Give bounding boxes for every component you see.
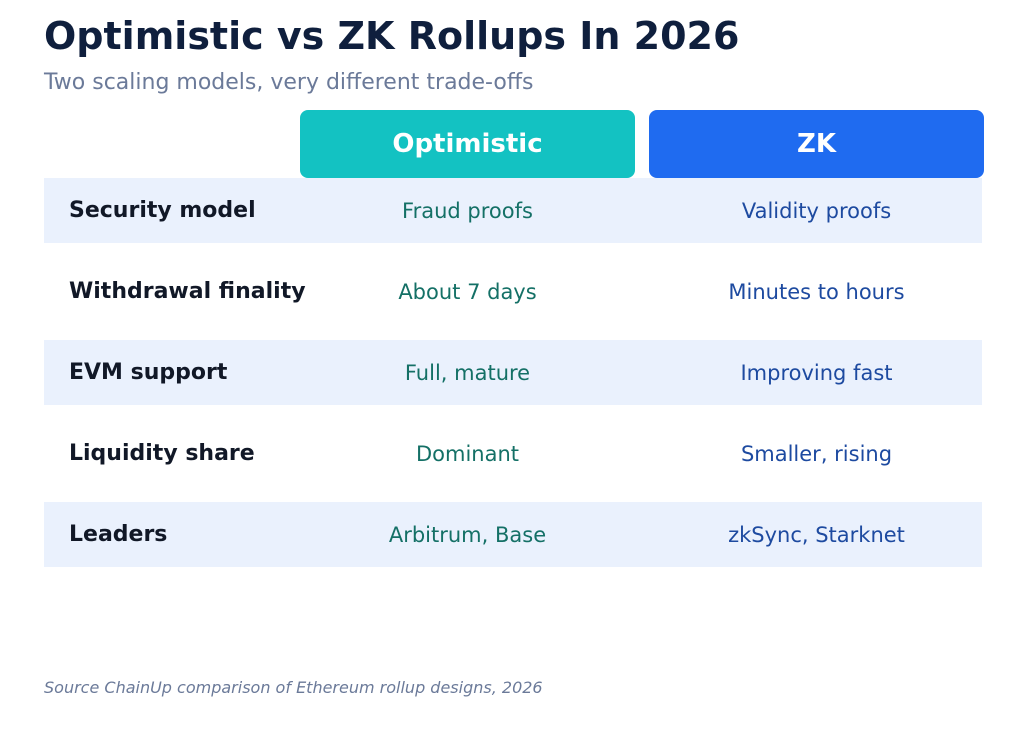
zk-cell: zkSync, Starknet — [728, 522, 905, 547]
table-row-liquidity-share: Liquidity share Dominant Smaller, rising — [44, 421, 982, 486]
table-row-leaders: Leaders Arbitrum, Base zkSync, Starknet — [44, 502, 982, 567]
row-label: EVM support — [69, 360, 228, 385]
optimistic-cell: Arbitrum, Base — [388, 522, 547, 547]
column-header-zk: ZK — [649, 110, 984, 178]
source-note: Source ChainUp comparison of Ethereum ro… — [44, 678, 543, 697]
row-label: Leaders — [69, 522, 168, 547]
table-row-security-model: Security model Fraud proofs Validity pro… — [44, 178, 982, 243]
zk-cell: Smaller, rising — [740, 441, 893, 466]
zk-cell: Validity proofs — [741, 198, 892, 223]
zk-cell: Minutes to hours — [728, 279, 905, 304]
optimistic-cell: Full, mature — [404, 360, 531, 385]
row-label: Security model — [69, 198, 256, 223]
chart-subtitle: Two scaling models, very different trade… — [44, 70, 534, 95]
column-header-optimistic: Optimistic — [300, 110, 635, 178]
zk-cell: Improving fast — [740, 360, 893, 385]
chart-title: Optimistic vs ZK Rollups In 2026 — [44, 14, 740, 58]
table-row-evm-support: EVM support Full, mature Improving fast — [44, 340, 982, 405]
row-label: Withdrawal finality — [69, 279, 306, 304]
optimistic-cell: Dominant — [415, 441, 520, 466]
optimistic-cell: Fraud proofs — [402, 198, 533, 223]
table-row-withdrawal-finality: Withdrawal finality About 7 days Minutes… — [44, 259, 982, 324]
row-label: Liquidity share — [69, 441, 255, 466]
optimistic-cell: About 7 days — [398, 279, 537, 304]
